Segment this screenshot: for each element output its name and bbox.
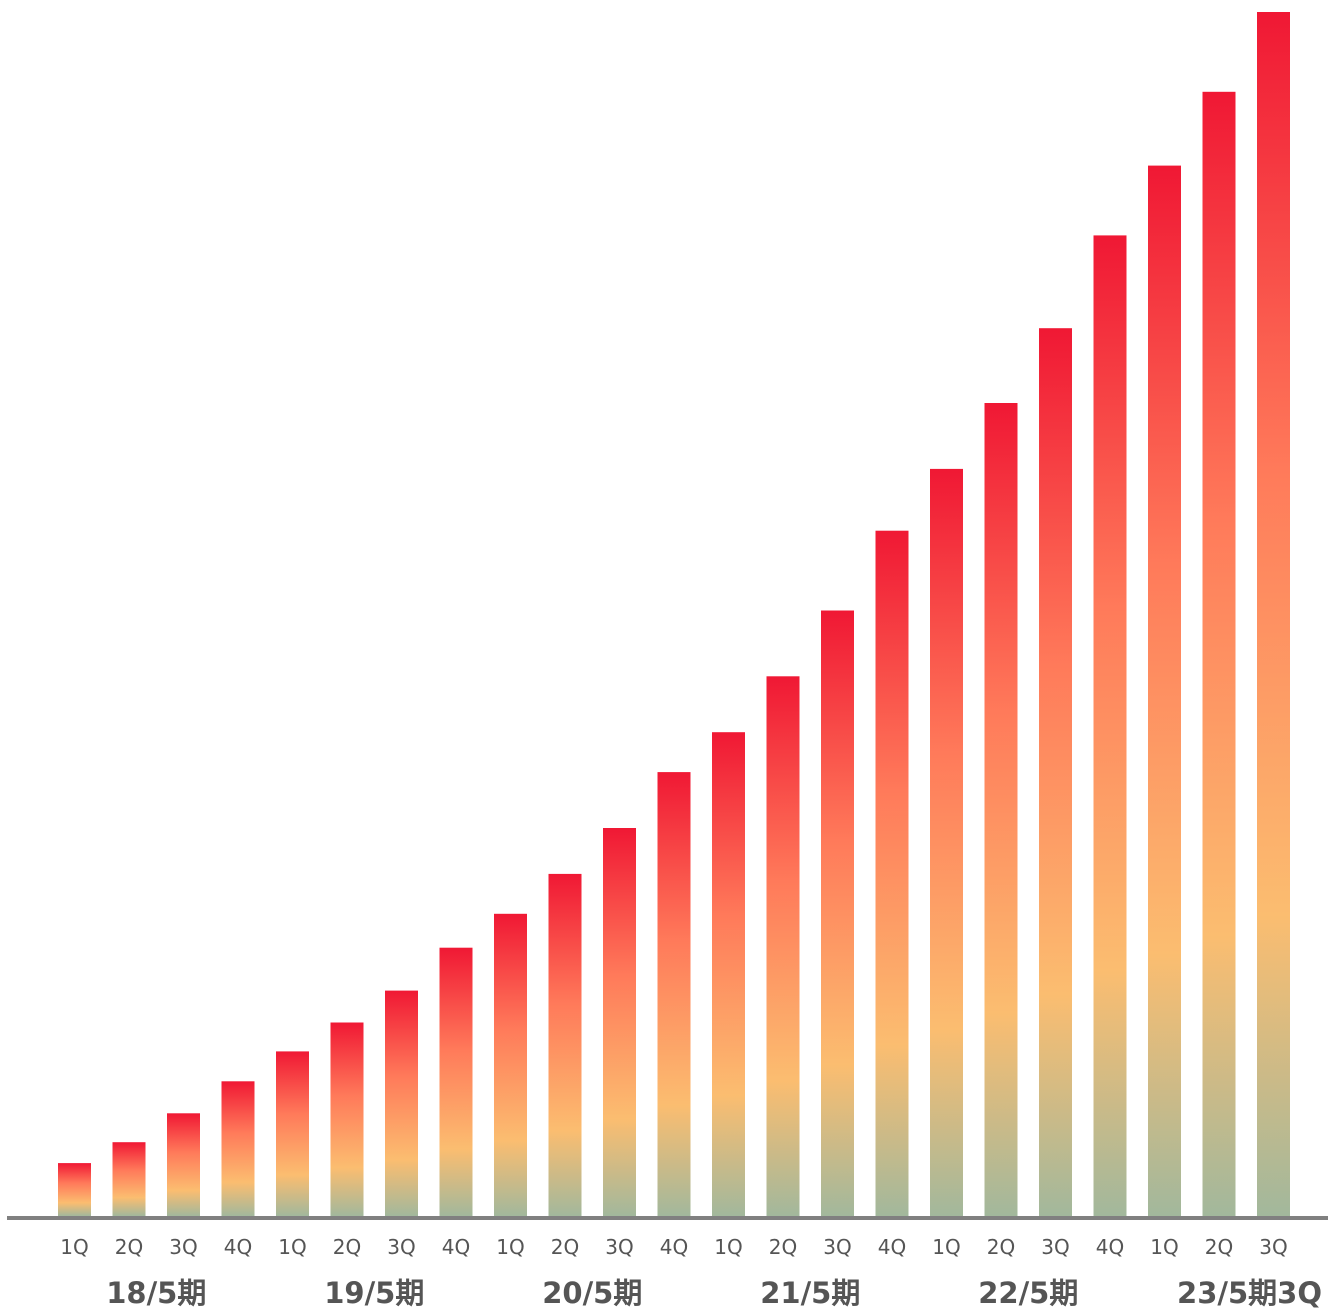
bar-11: [603, 828, 636, 1216]
x-tick-label: 2Q: [987, 1235, 1015, 1259]
x-tick-label: 4Q: [878, 1235, 906, 1259]
x-tick-label: 3Q: [387, 1235, 415, 1259]
bar-23: [1257, 12, 1290, 1216]
x-tick-label: 1Q: [714, 1235, 742, 1259]
bar-2: [112, 1142, 146, 1216]
bar-3: [167, 1113, 200, 1216]
x-tick-label: 4Q: [660, 1235, 688, 1259]
bar-21: [1148, 165, 1181, 1217]
bar-12: [657, 772, 691, 1216]
x-tick-label: 2Q: [333, 1235, 361, 1259]
bar-4: [221, 1081, 255, 1216]
bar-22: [1202, 91, 1236, 1216]
x-tick-label: 2Q: [1205, 1235, 1233, 1259]
x-tick-label: 3Q: [605, 1235, 633, 1259]
x-tick-label: 4Q: [224, 1235, 252, 1259]
x-tick-label: 3Q: [169, 1235, 197, 1259]
x-tick-label: 1Q: [932, 1235, 960, 1259]
bars-layer: [58, 12, 1290, 1217]
bar-18: [984, 403, 1018, 1216]
x-tick-label: 1Q: [1150, 1235, 1178, 1259]
x-tick-label: 2Q: [551, 1235, 579, 1259]
x-tick-label: 4Q: [1096, 1235, 1124, 1259]
bar-15: [821, 610, 854, 1216]
bar-1: [58, 1163, 91, 1216]
bar-7: [385, 990, 418, 1216]
bar-16: [875, 530, 909, 1216]
x-tick-label: 3Q: [1041, 1235, 1069, 1259]
bar-14: [766, 676, 800, 1216]
bar-20: [1093, 235, 1127, 1216]
bar-13: [712, 732, 745, 1216]
x-tick-label: 2Q: [769, 1235, 797, 1259]
x-tick-label: 1Q: [496, 1235, 524, 1259]
bar-6: [330, 1022, 364, 1216]
bar-19: [1039, 328, 1072, 1216]
fiscal-year-label: 22/5期: [978, 1276, 1078, 1310]
fiscal-year-label: 20/5期: [542, 1276, 642, 1310]
fiscal-year-label: 18/5期: [106, 1276, 206, 1310]
fiscal-year-label: 23/5期3Q: [1177, 1276, 1322, 1310]
bar-10: [548, 873, 582, 1216]
tick-labels-layer: 1Q 2Q 3Q 4Q 1Q 2Q 3Q 4Q 1Q 2Q 3Q 4Q 1Q 2Q 3Q 4Q 1Q 2Q 3Q 4Q…: [60, 1235, 1287, 1259]
bar-8: [439, 947, 473, 1216]
x-tick-label: 2Q: [115, 1235, 143, 1259]
bar-9: [494, 913, 527, 1216]
x-tick-label: 4Q: [442, 1235, 470, 1259]
x-tick-label: 3Q: [823, 1235, 851, 1259]
bar-5: [276, 1051, 309, 1216]
x-tick-label: 1Q: [278, 1235, 306, 1259]
fiscal-year-label: 21/5期: [760, 1276, 860, 1310]
fiscal-year-label: 19/5期: [324, 1276, 424, 1310]
x-tick-label: 1Q: [60, 1235, 88, 1259]
bar-17: [930, 468, 963, 1216]
x-tick-label: 3Q: [1259, 1235, 1287, 1259]
group-labels-layer: 18/5期 19/5期 20/5期 21/5期 22/5期 23/5期3Q: [106, 1276, 1322, 1310]
